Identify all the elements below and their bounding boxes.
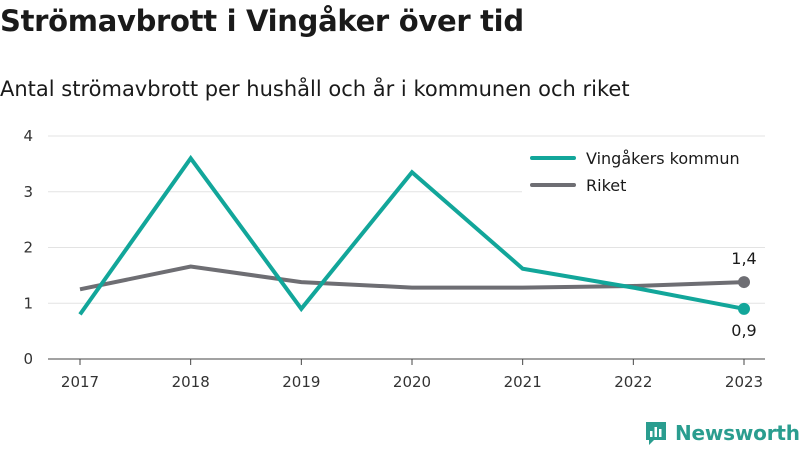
end-value-label-vingaker: 0,9	[731, 321, 756, 340]
x-axis: 2017 2018 2019 2020 2021 2022 2023	[48, 358, 765, 391]
y-tick-label: 1	[23, 294, 33, 312]
brand-name: Newsworthy	[675, 421, 800, 445]
x-tick-label: 2022	[614, 373, 652, 391]
y-tick-label: 3	[23, 183, 33, 201]
end-point-riket	[738, 276, 750, 289]
series-lines	[78, 154, 745, 316]
series-line-riket	[79, 264, 745, 292]
series-line-vingaker	[78, 154, 745, 316]
chart-subtitle: Antal strömavbrott per hushåll och år i …	[0, 77, 630, 101]
x-tick-label: 2018	[172, 373, 210, 391]
y-axis: 0 1 2 3 4	[23, 127, 33, 368]
x-tick-label: 2017	[61, 373, 99, 391]
newsworthy-logo-icon	[646, 422, 666, 445]
end-points	[738, 276, 750, 315]
legend: Vingåkers kommun Riket	[522, 140, 765, 198]
legend-label-riket: Riket	[586, 176, 626, 195]
end-point-vingaker	[738, 302, 750, 315]
x-tick-label: 2020	[393, 373, 431, 391]
legend-background	[522, 140, 765, 198]
end-value-label-riket: 1,4	[731, 249, 756, 268]
x-tick-label: 2023	[725, 373, 763, 391]
y-tick-label: 2	[23, 239, 33, 257]
chart-title: Strömavbrott i Vingåker över tid	[0, 4, 524, 38]
y-tick-label: 0	[23, 350, 33, 368]
x-tick-label: 2021	[504, 373, 542, 391]
y-tick-label: 4	[23, 127, 33, 145]
legend-label-vingaker: Vingåkers kommun	[586, 149, 740, 168]
newsworthy-logo: Newsworthy	[644, 419, 800, 447]
x-tick-label: 2019	[282, 373, 320, 391]
